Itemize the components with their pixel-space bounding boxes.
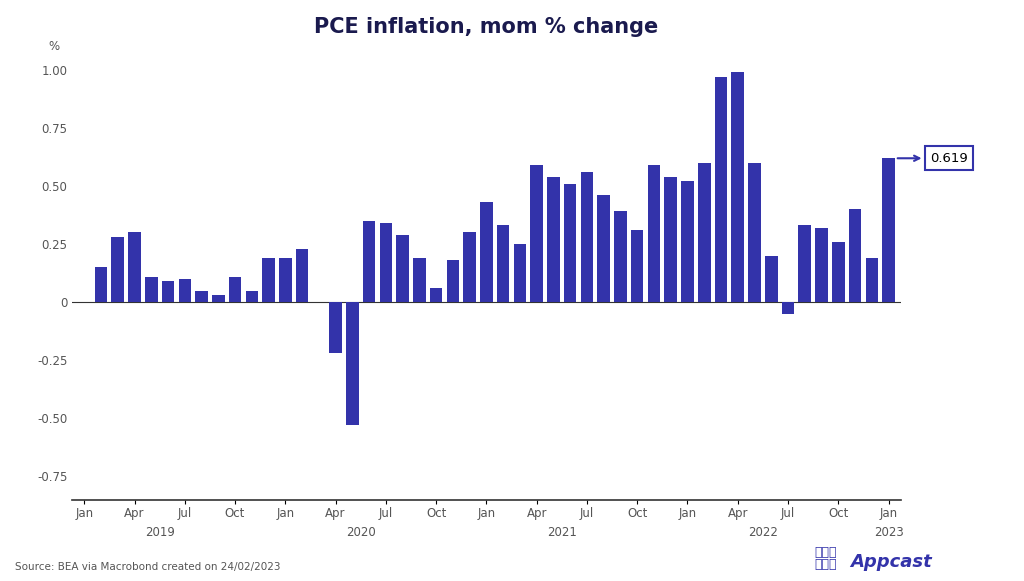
Bar (749, 163, 761, 302)
Text: %: % (48, 41, 59, 53)
Bar (430, 288, 442, 302)
Bar (648, 165, 660, 302)
Bar (581, 172, 593, 302)
Bar (145, 277, 158, 302)
Bar (480, 202, 493, 302)
Bar (396, 235, 409, 302)
Bar (446, 260, 459, 302)
Bar (178, 279, 191, 302)
Bar (262, 258, 274, 302)
Bar (296, 249, 308, 302)
Bar (815, 228, 827, 302)
Bar (463, 232, 476, 302)
Bar (380, 223, 392, 302)
Bar (330, 302, 342, 353)
Bar (631, 230, 643, 302)
Bar (833, 242, 845, 302)
Bar (597, 195, 610, 302)
Text: 0.619: 0.619 (898, 152, 969, 165)
Bar (362, 221, 376, 302)
Bar (765, 256, 777, 302)
Bar (731, 72, 744, 302)
Bar (530, 165, 543, 302)
Bar (212, 295, 224, 302)
Text: 2022: 2022 (748, 526, 778, 539)
Bar (413, 258, 426, 302)
Bar (564, 184, 577, 302)
Bar (279, 258, 292, 302)
Bar (228, 277, 242, 302)
Bar (698, 163, 711, 302)
Text: 2019: 2019 (144, 526, 174, 539)
Bar (128, 232, 141, 302)
Text: 2021: 2021 (547, 526, 577, 539)
Bar (94, 267, 108, 302)
Text: Source: BEA via Macrobond created on 24/02/2023: Source: BEA via Macrobond created on 24/… (15, 562, 281, 572)
Bar (162, 281, 174, 302)
Bar (246, 290, 258, 302)
Bar (614, 211, 627, 302)
Bar (665, 177, 677, 302)
Bar (346, 302, 358, 425)
Bar (715, 77, 727, 302)
Bar (849, 209, 861, 302)
Text: 2020: 2020 (346, 526, 376, 539)
Bar (799, 225, 811, 302)
Text: ⦿⦿⦿
⦿⦿⦿: ⦿⦿⦿ ⦿⦿⦿ (814, 546, 837, 571)
Bar (497, 225, 510, 302)
Bar (547, 177, 560, 302)
Bar (514, 244, 526, 302)
Bar (196, 290, 208, 302)
Bar (112, 237, 124, 302)
Bar (883, 158, 895, 302)
Text: Appcast: Appcast (850, 553, 932, 571)
Bar (681, 181, 694, 302)
Title: PCE inflation, mom % change: PCE inflation, mom % change (314, 17, 658, 37)
Bar (781, 302, 795, 314)
Text: 2023: 2023 (873, 526, 903, 539)
Bar (865, 258, 879, 302)
